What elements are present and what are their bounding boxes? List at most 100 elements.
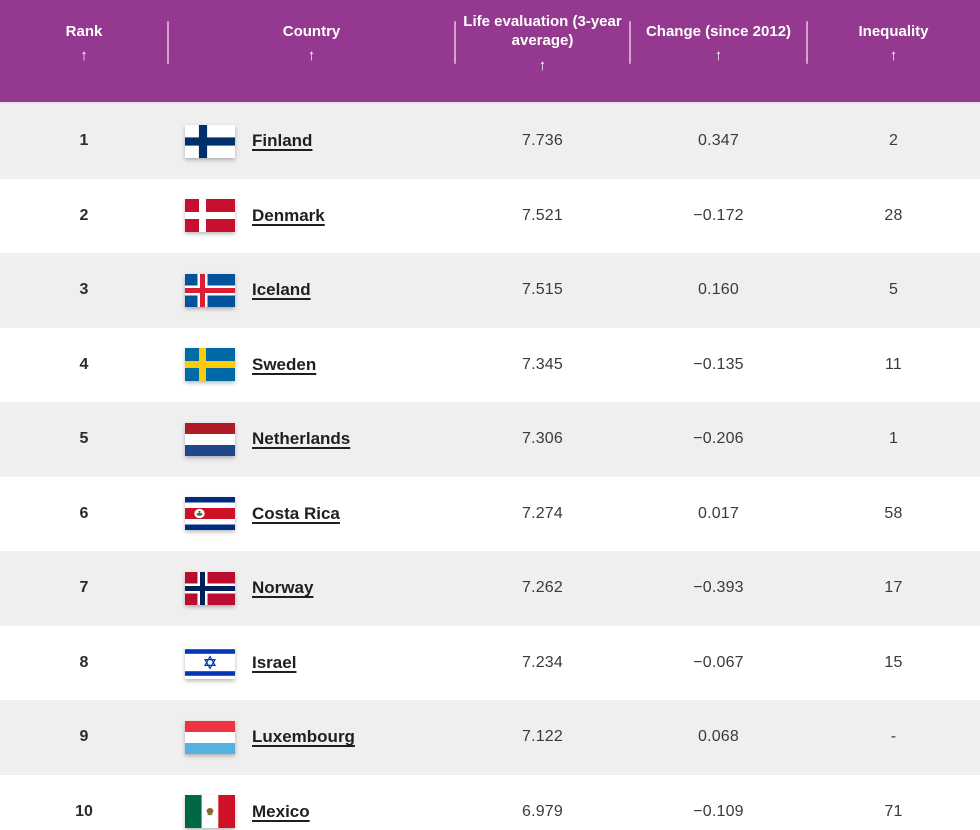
country-cell: Netherlands xyxy=(168,422,455,456)
country-link[interactable]: Mexico xyxy=(252,801,310,821)
table-row: 8 Israel 7.234 −0.067 15 xyxy=(0,625,980,700)
country-link[interactable]: Denmark xyxy=(252,205,325,225)
inequality-value: 11 xyxy=(884,355,902,373)
change-value: −0.172 xyxy=(693,206,744,224)
header-change[interactable]: Change (since 2012) ↑ xyxy=(630,0,807,102)
country-cell: Costa Rica xyxy=(168,497,455,531)
change-value: −0.206 xyxy=(693,430,744,448)
netherlands-flag-icon xyxy=(185,422,235,456)
inequality-value: 71 xyxy=(884,802,903,820)
country-link[interactable]: Iceland xyxy=(252,280,311,300)
life-evaluation-value: 7.122 xyxy=(521,728,564,746)
sweden-flag-icon xyxy=(185,348,235,382)
rank-cell: 10 xyxy=(75,802,93,820)
country-link[interactable]: Norway xyxy=(252,578,314,598)
change-value: −0.393 xyxy=(693,579,744,597)
change-value: 0.347 xyxy=(697,132,740,150)
rank-cell: 8 xyxy=(79,653,89,671)
inequality-value: 15 xyxy=(884,653,903,671)
header-inequality[interactable]: Inequality ↑ xyxy=(807,0,980,102)
header-life-evaluation[interactable]: Life evaluation (3-year average) ↑ xyxy=(455,0,630,102)
life-evaluation-value: 7.234 xyxy=(521,653,564,671)
header-inequality-label: Inequality xyxy=(858,22,929,40)
sort-ascending-icon: ↑ xyxy=(889,47,898,65)
header-change-label: Change (since 2012) xyxy=(645,22,792,40)
life-evaluation-value: 7.262 xyxy=(521,579,564,597)
costa-rica-flag-icon xyxy=(185,497,235,531)
country-link[interactable]: Sweden xyxy=(252,354,317,374)
table-row: 10 Mexico 6.979 −0.109 71 xyxy=(0,774,980,830)
country-link[interactable]: Israel xyxy=(252,652,297,672)
country-link[interactable]: Finland xyxy=(252,131,313,151)
country-link[interactable]: Netherlands xyxy=(252,429,351,449)
table-row: 5 Netherlands 7.306 −0.206 1 xyxy=(0,402,980,477)
country-cell: Sweden xyxy=(168,348,455,382)
change-value: 0.068 xyxy=(697,728,740,746)
sort-ascending-icon: ↑ xyxy=(80,47,88,65)
sort-ascending-icon: ↑ xyxy=(307,47,316,65)
finland-flag-icon xyxy=(185,124,235,158)
country-cell: Mexico xyxy=(168,795,455,829)
life-evaluation-value: 7.345 xyxy=(521,355,564,373)
table-row: 6 Costa Rica 7.274 0.017 58 xyxy=(0,476,980,551)
column-divider xyxy=(629,21,631,64)
luxembourg-flag-icon xyxy=(185,720,235,754)
change-value: −0.135 xyxy=(693,355,744,373)
life-evaluation-value: 7.521 xyxy=(521,206,564,224)
rank-cell: 1 xyxy=(79,132,89,150)
life-evaluation-value: 6.979 xyxy=(521,802,564,820)
header-country[interactable]: Country ↑ xyxy=(168,0,455,102)
header-rank-label: Rank xyxy=(65,22,103,40)
rank-cell: 3 xyxy=(79,281,89,299)
country-cell: Israel xyxy=(168,646,455,680)
header-life-evaluation-label: Life evaluation (3-year average) xyxy=(463,13,622,49)
denmark-flag-icon xyxy=(185,199,235,233)
life-evaluation-value: 7.736 xyxy=(521,132,564,150)
mexico-flag-icon xyxy=(185,795,235,829)
inequality-value: 1 xyxy=(888,430,899,448)
column-divider xyxy=(167,21,169,64)
column-divider xyxy=(806,21,808,64)
rank-cell: 9 xyxy=(79,728,89,746)
table-body: 1 Finland 7.736 0.347 2 2 Denmark 7.521 … xyxy=(0,104,980,830)
rank-cell: 7 xyxy=(79,579,89,597)
inequality-value: 58 xyxy=(884,504,903,522)
rank-cell: 4 xyxy=(79,355,89,373)
norway-flag-icon xyxy=(185,571,235,605)
country-cell: Denmark xyxy=(168,199,455,233)
country-cell: Norway xyxy=(168,571,455,605)
rank-cell: 2 xyxy=(79,206,89,224)
inequality-value: 2 xyxy=(888,132,899,150)
header-rank[interactable]: Rank ↑ xyxy=(0,0,168,102)
iceland-flag-icon xyxy=(185,273,235,307)
sort-ascending-icon: ↑ xyxy=(714,47,723,65)
inequality-value: 17 xyxy=(884,579,903,597)
change-value: 0.017 xyxy=(697,504,740,522)
table-row: 9 Luxembourg 7.122 0.068 - xyxy=(0,700,980,775)
inequality-value: - xyxy=(890,728,897,746)
table-header: Rank ↑ Country ↑ Life evaluation (3-year… xyxy=(0,0,980,104)
sort-ascending-icon: ↑ xyxy=(538,56,547,74)
life-evaluation-value: 7.515 xyxy=(521,281,564,299)
table-row: 1 Finland 7.736 0.347 2 xyxy=(0,104,980,179)
header-country-label: Country xyxy=(282,22,341,40)
rank-cell: 6 xyxy=(79,504,89,522)
change-value: −0.067 xyxy=(693,653,744,671)
table-row: 2 Denmark 7.521 −0.172 28 xyxy=(0,178,980,253)
country-cell: Iceland xyxy=(168,273,455,307)
country-link[interactable]: Costa Rica xyxy=(252,503,340,523)
rank-cell: 5 xyxy=(79,430,89,448)
country-cell: Finland xyxy=(168,124,455,158)
life-evaluation-value: 7.306 xyxy=(521,430,564,448)
country-link[interactable]: Luxembourg xyxy=(252,727,355,747)
column-divider xyxy=(454,21,456,64)
change-value: −0.109 xyxy=(693,802,744,820)
table-row: 3 Iceland 7.515 0.160 5 xyxy=(0,253,980,328)
country-cell: Luxembourg xyxy=(168,720,455,754)
table-row: 4 Sweden 7.345 −0.135 11 xyxy=(0,327,980,402)
life-evaluation-value: 7.274 xyxy=(521,504,564,522)
israel-flag-icon xyxy=(185,646,235,680)
change-value: 0.160 xyxy=(697,281,740,299)
table-row: 7 Norway 7.262 −0.393 17 xyxy=(0,551,980,626)
